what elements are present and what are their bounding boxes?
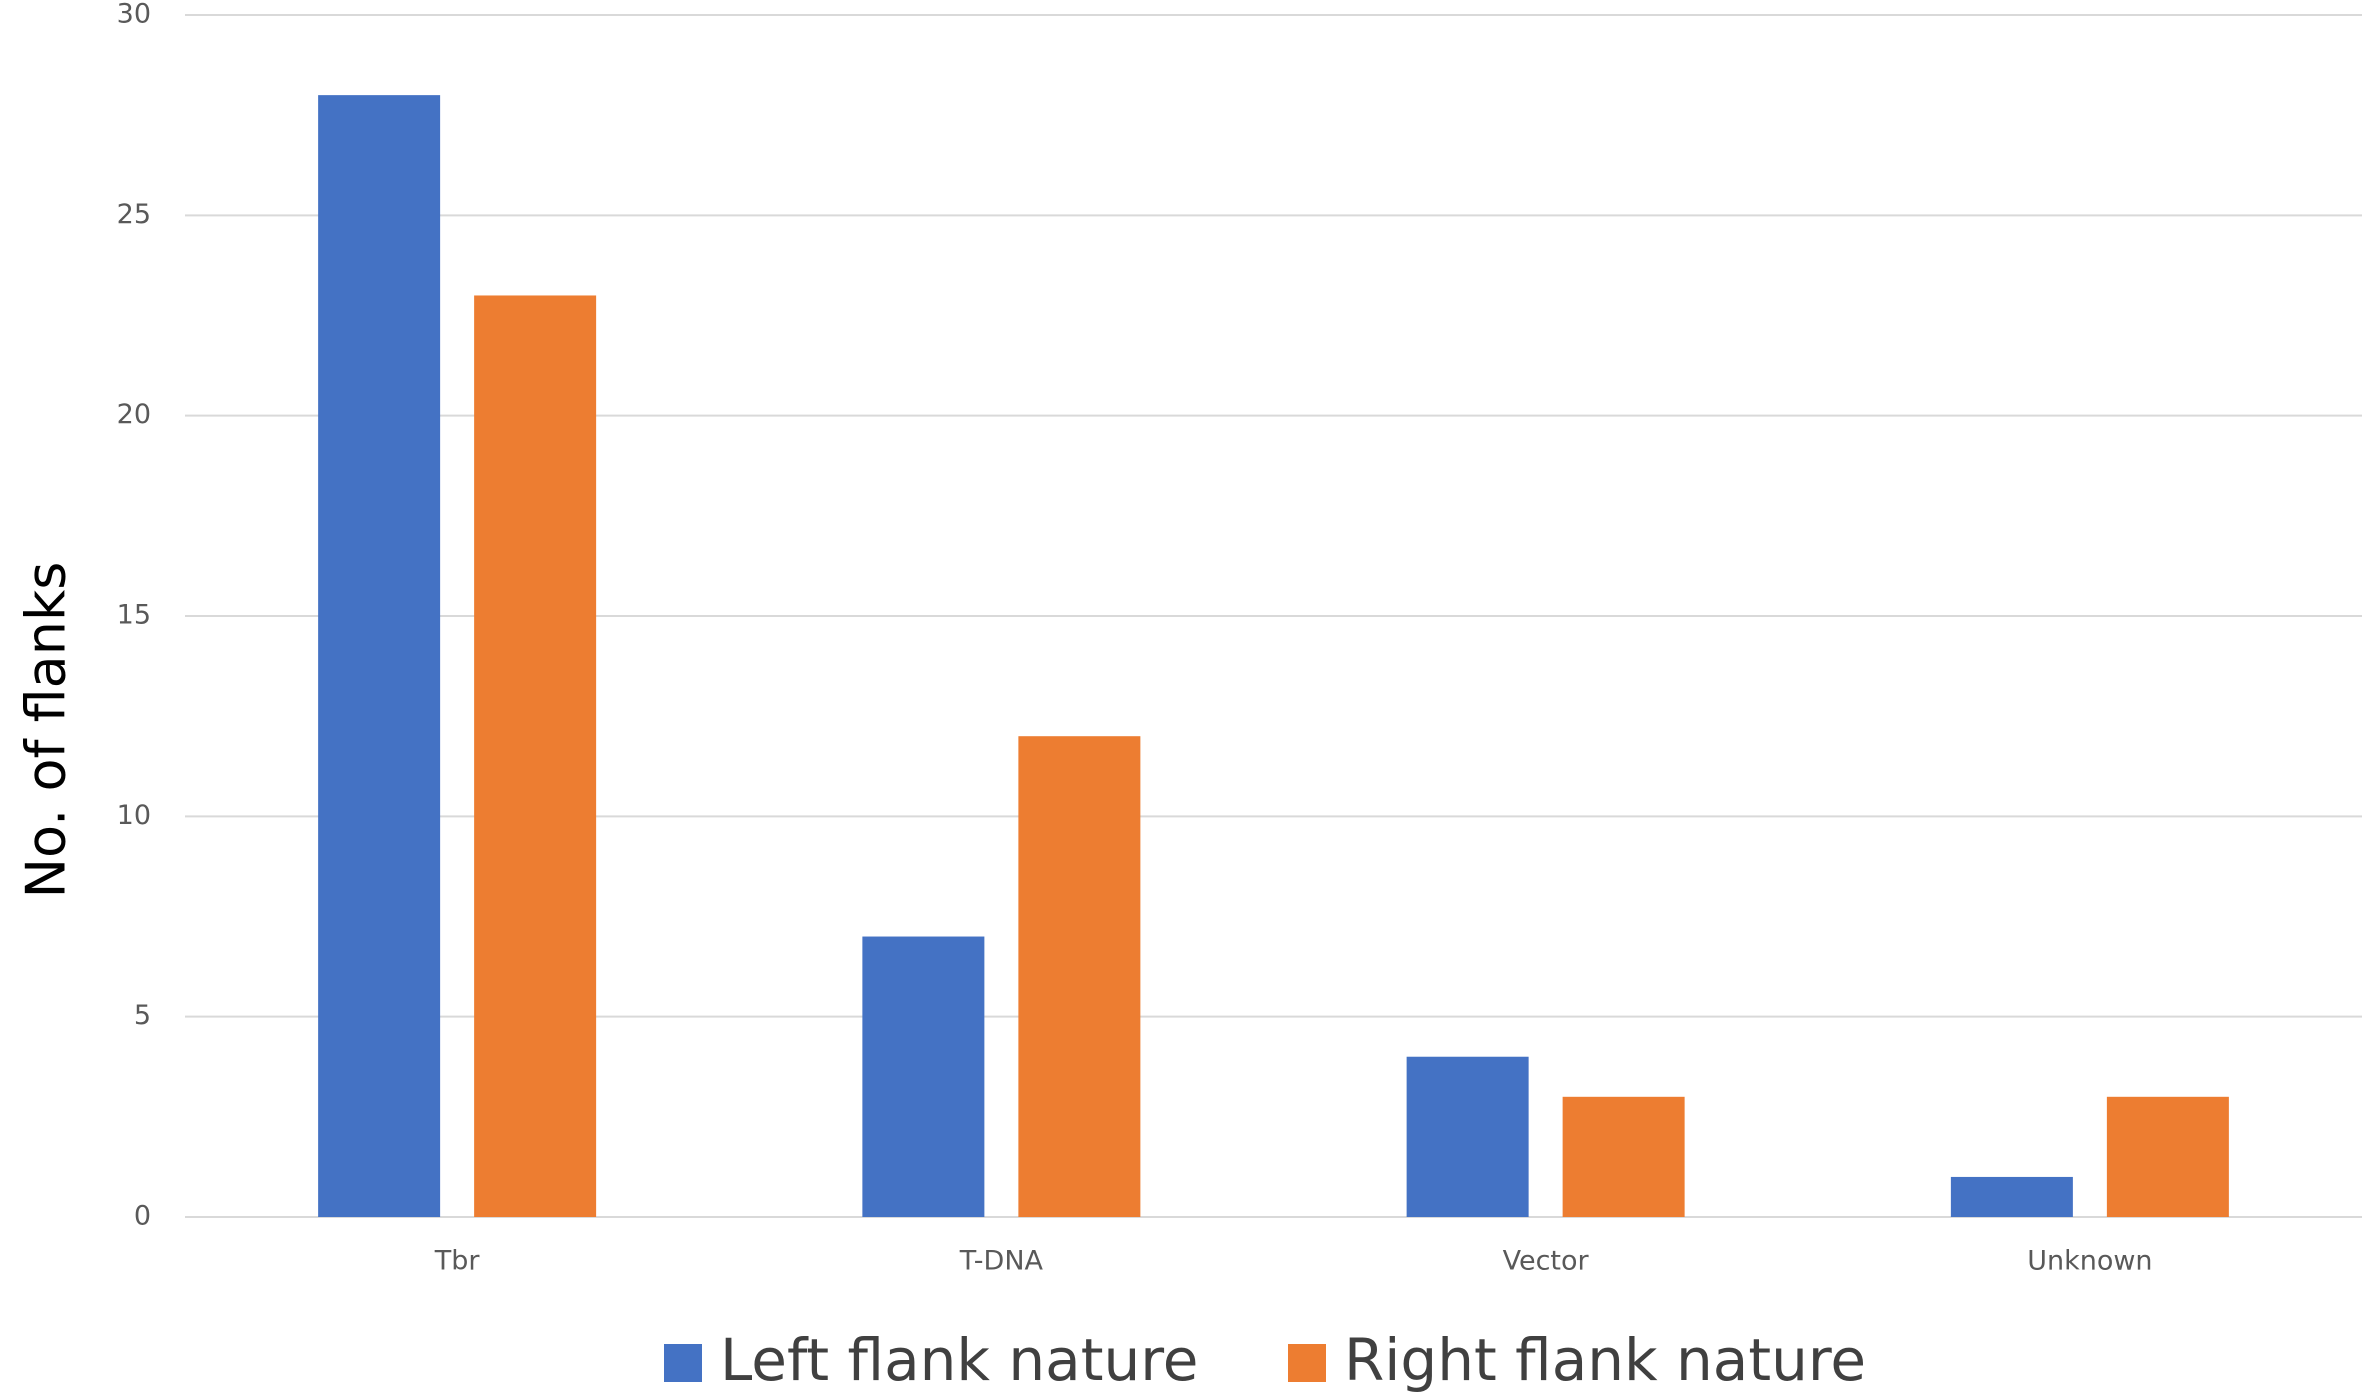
y-tick-label: 30	[117, 0, 151, 30]
y-tick-label: 25	[117, 199, 151, 230]
bar	[1562, 1096, 1685, 1217]
x-tick-label: Unknown	[2027, 1246, 2152, 1277]
y-axis-title: No. of flanks	[15, 562, 78, 899]
legend-swatch	[664, 1344, 702, 1382]
bar	[318, 95, 441, 1218]
x-tick-label: Tbr	[434, 1246, 481, 1277]
y-tick-label: 5	[134, 1000, 151, 1031]
legend-label: Right flank nature	[1344, 1326, 1866, 1394]
x-tick-label: T-DNA	[959, 1246, 1044, 1277]
bar	[862, 936, 985, 1217]
legend-label: Left flank nature	[720, 1326, 1198, 1394]
bar	[1950, 1176, 2073, 1217]
legend-swatch	[1288, 1344, 1326, 1382]
bar	[1406, 1056, 1529, 1217]
y-tick-label: 10	[117, 800, 151, 831]
bar	[2106, 1096, 2229, 1217]
y-tick-label: 20	[117, 399, 151, 430]
bar	[1018, 736, 1141, 1217]
x-tick-label: Vector	[1503, 1246, 1590, 1277]
y-tick-label: 0	[134, 1201, 151, 1232]
y-tick-label: 15	[117, 600, 151, 631]
bar	[474, 295, 597, 1217]
